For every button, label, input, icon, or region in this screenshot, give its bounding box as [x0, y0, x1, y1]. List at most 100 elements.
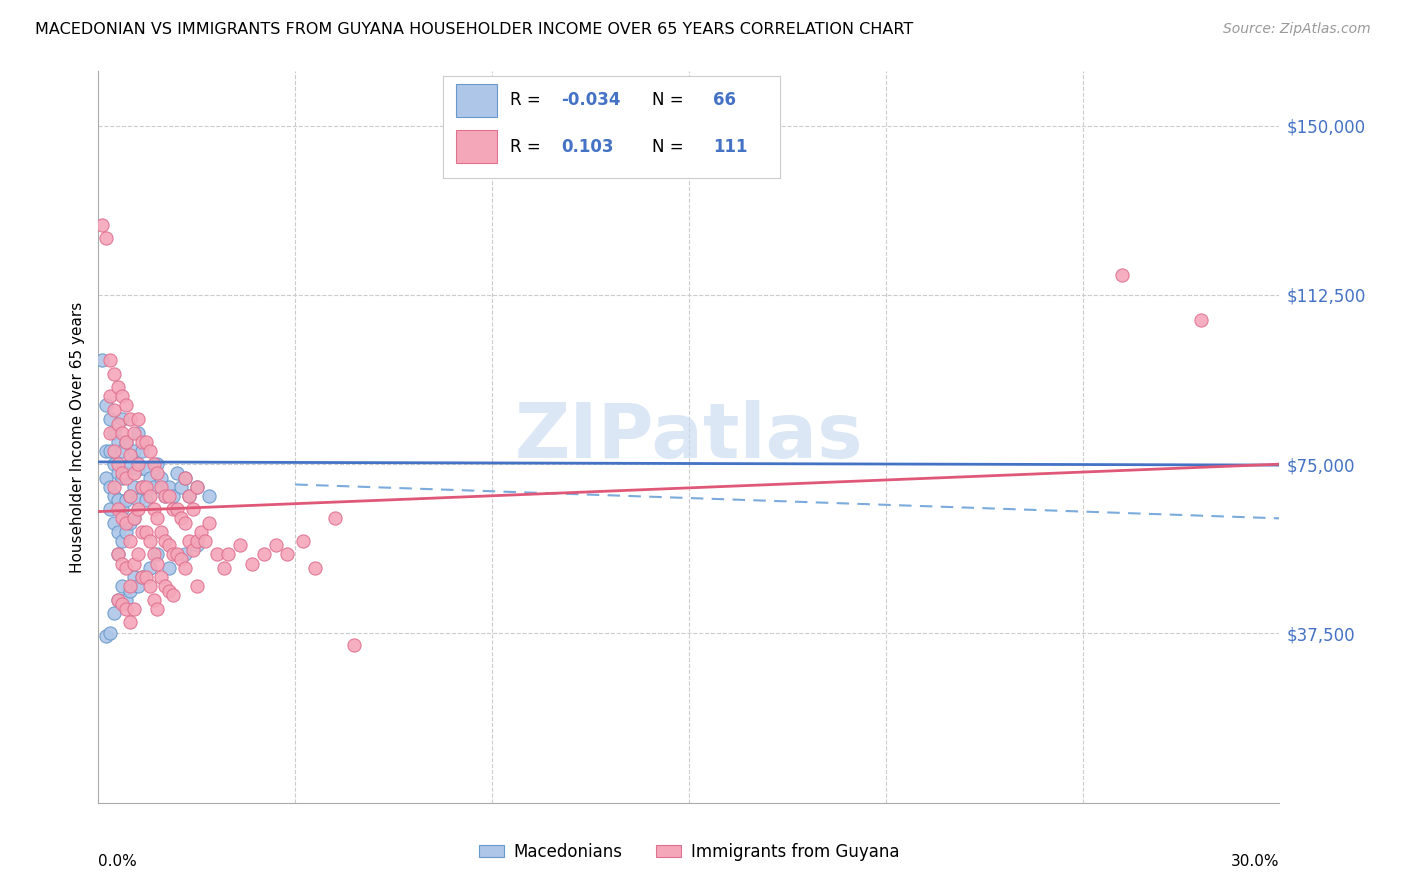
Legend: Macedonians, Immigrants from Guyana: Macedonians, Immigrants from Guyana	[472, 837, 905, 868]
Point	[186, 480, 208, 494]
Point	[142, 457, 165, 471]
Point	[91, 218, 114, 232]
Point	[127, 412, 149, 426]
Point	[138, 443, 160, 458]
Point	[150, 570, 173, 584]
Point	[107, 434, 129, 449]
Text: 66: 66	[713, 92, 735, 110]
Point	[166, 502, 188, 516]
Point	[127, 493, 149, 508]
Point	[174, 471, 197, 485]
Point	[135, 570, 157, 584]
Point	[107, 502, 129, 516]
Point	[107, 548, 129, 562]
Point	[186, 538, 208, 552]
Point	[115, 399, 138, 413]
Point	[292, 533, 315, 548]
Point	[142, 502, 165, 516]
Point	[135, 480, 157, 494]
Point	[107, 592, 129, 607]
Point	[186, 533, 208, 548]
Point	[186, 480, 208, 494]
Point	[122, 443, 145, 458]
Point	[146, 601, 169, 615]
Point	[174, 561, 197, 575]
Text: R =: R =	[510, 137, 547, 155]
Point	[181, 543, 204, 558]
Point	[146, 511, 169, 525]
Point	[276, 548, 298, 562]
Point	[127, 502, 149, 516]
Point	[177, 489, 200, 503]
Point	[111, 466, 134, 480]
Text: Source: ZipAtlas.com: Source: ZipAtlas.com	[1223, 22, 1371, 37]
Point	[214, 561, 236, 575]
Point	[107, 466, 129, 480]
Point	[162, 588, 184, 602]
Point	[103, 489, 125, 503]
Point	[107, 524, 129, 539]
Point	[253, 548, 276, 562]
Point	[122, 601, 145, 615]
Point	[118, 489, 141, 503]
Point	[118, 412, 141, 426]
Point	[122, 466, 145, 480]
Point	[170, 511, 193, 525]
Point	[197, 489, 219, 503]
Text: ZIPatlas: ZIPatlas	[515, 401, 863, 474]
Point	[135, 493, 157, 508]
Point	[115, 434, 138, 449]
Point	[115, 466, 138, 480]
Point	[135, 461, 157, 475]
Point	[150, 471, 173, 485]
Point	[111, 511, 134, 525]
Point	[103, 516, 125, 530]
Point	[127, 548, 149, 562]
Point	[343, 638, 366, 652]
Point	[146, 557, 169, 571]
Point	[118, 615, 141, 630]
Point	[190, 524, 212, 539]
Point	[98, 353, 121, 368]
Point	[157, 538, 180, 552]
Point	[138, 561, 160, 575]
Point	[150, 524, 173, 539]
Point	[135, 434, 157, 449]
Point	[115, 524, 138, 539]
Point	[157, 561, 180, 575]
Point	[107, 417, 129, 431]
Point	[107, 457, 129, 471]
Point	[142, 592, 165, 607]
Point	[186, 579, 208, 593]
Point	[174, 471, 197, 485]
Point	[96, 443, 118, 458]
Point	[229, 538, 252, 552]
Point	[111, 533, 134, 548]
Point	[138, 471, 160, 485]
Point	[122, 511, 145, 525]
Point	[240, 557, 263, 571]
Point	[174, 548, 197, 562]
Point	[111, 425, 134, 440]
Point	[122, 480, 145, 494]
Y-axis label: Householder Income Over 65 years: Householder Income Over 65 years	[69, 301, 84, 573]
Point	[98, 389, 121, 403]
Point	[131, 524, 153, 539]
Point	[118, 533, 141, 548]
Point	[107, 493, 129, 508]
Point	[122, 511, 145, 525]
Point	[157, 489, 180, 503]
Text: N =: N =	[652, 92, 689, 110]
Point	[138, 489, 160, 503]
Point	[177, 533, 200, 548]
Point	[131, 480, 153, 494]
Point	[127, 457, 149, 471]
Text: -0.034: -0.034	[561, 92, 620, 110]
Point	[323, 511, 346, 525]
Point	[107, 592, 129, 607]
Point	[157, 583, 180, 598]
Point	[115, 561, 138, 575]
Point	[98, 626, 121, 640]
Bar	[457, 130, 496, 163]
Text: MACEDONIAN VS IMMIGRANTS FROM GUYANA HOUSEHOLDER INCOME OVER 65 YEARS CORRELATIO: MACEDONIAN VS IMMIGRANTS FROM GUYANA HOU…	[35, 22, 914, 37]
